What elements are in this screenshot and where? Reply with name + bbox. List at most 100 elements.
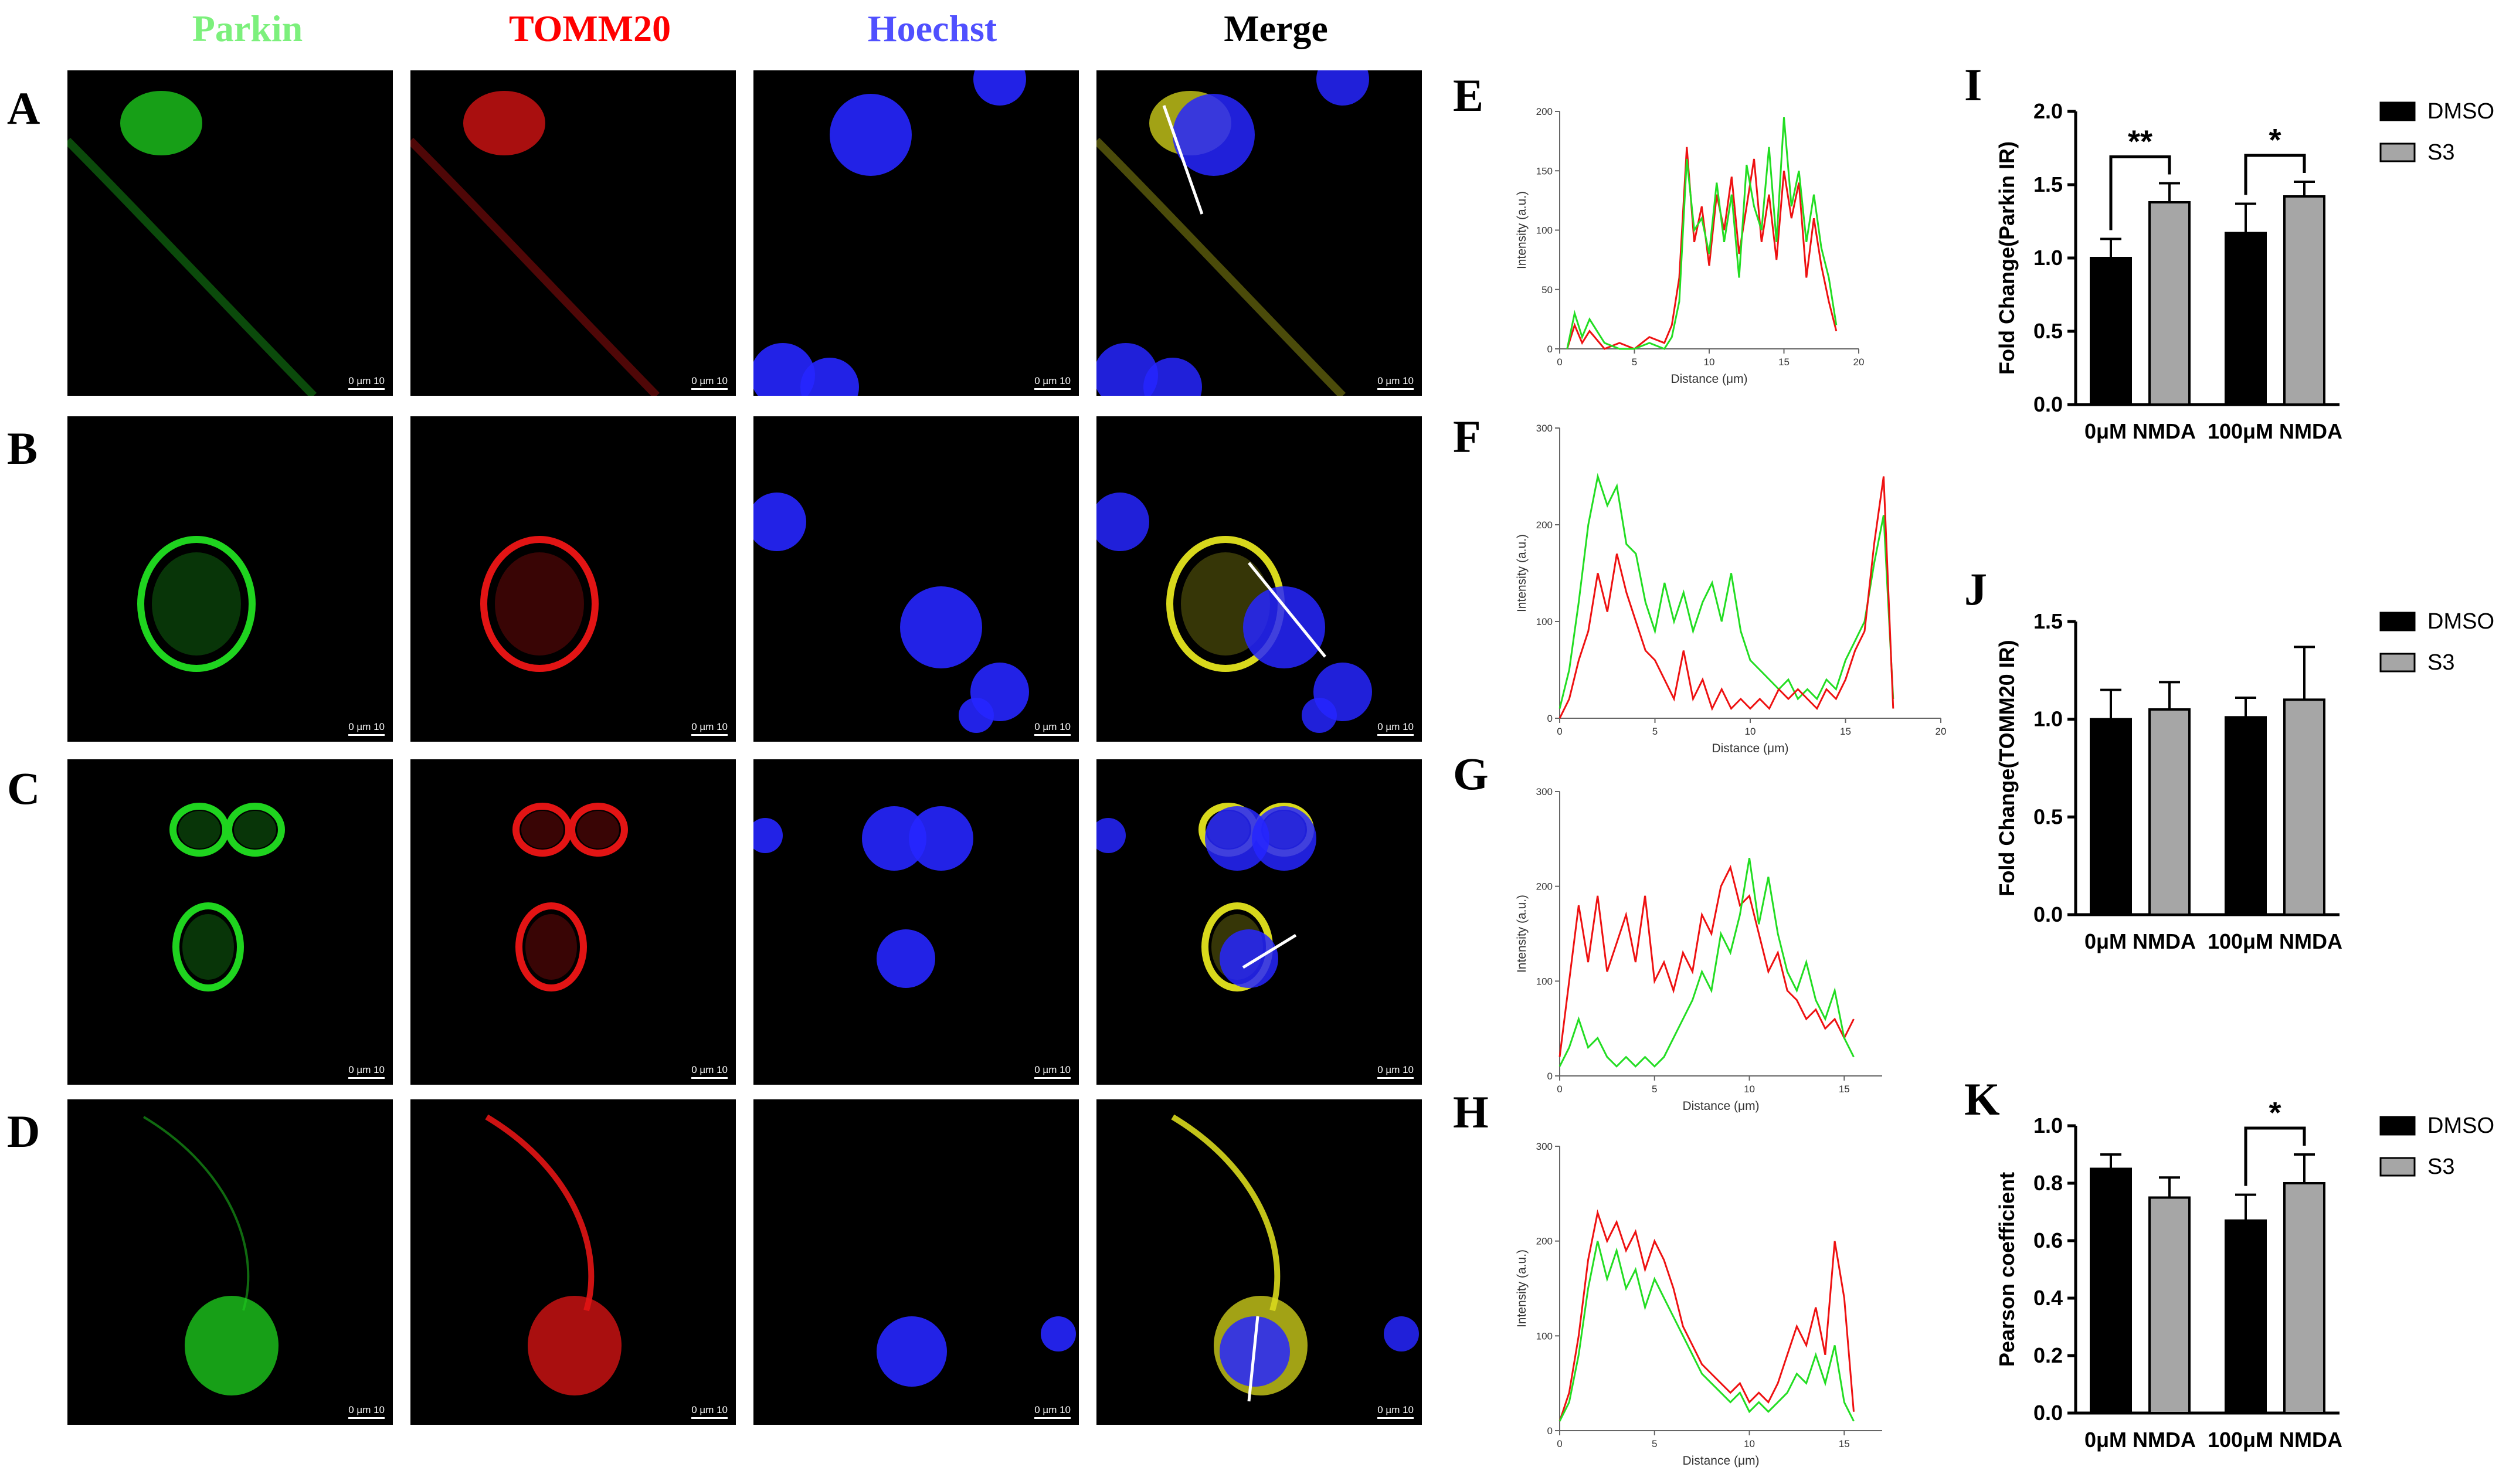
scale-bar-line <box>691 388 728 390</box>
y-tick-label: 100 <box>1536 1330 1553 1342</box>
x-category-label: 0μM NMDA <box>2084 929 2196 953</box>
bar-s3 <box>2283 698 2325 916</box>
legend-label: S3 <box>2427 650 2454 675</box>
x-axis-label: Distance (μm) <box>1682 1454 1759 1468</box>
intensity-profile-g: 0 100 200 300 0 5 10 15 Distance (μm) Intensity (… <box>1501 774 1900 1126</box>
series-line-1 <box>1559 476 1894 719</box>
y-tick-label: 0.2 <box>2033 1343 2063 1367</box>
micrograph-c-hoechst: 0 µm 10 <box>753 759 1079 1085</box>
bar-s3 <box>2283 1182 2325 1414</box>
scale-bar-label: 0 µm 10 <box>1377 721 1414 732</box>
bar-dmso <box>2225 716 2267 916</box>
scale-bar: 0 µm 10 <box>691 1404 728 1419</box>
y-axis-label: Pearson coefficient <box>1995 1172 2019 1367</box>
legend-label: DMSO <box>2427 609 2494 634</box>
x-tick-label: 15 <box>1839 1084 1850 1095</box>
bar-dmso <box>2090 718 2132 916</box>
scale-bar-line <box>691 734 728 736</box>
x-tick-label: 20 <box>1936 726 1947 737</box>
micrograph-image <box>67 91 317 396</box>
x-tick-label: 10 <box>1744 1438 1755 1449</box>
micrograph-image <box>410 91 660 396</box>
scale-bar-line <box>1377 1417 1414 1419</box>
y-tick-label: 0 <box>1547 713 1553 724</box>
scale-bar: 0 µm 10 <box>348 375 385 390</box>
y-tick-label: 200 <box>1536 106 1553 117</box>
y-tick-label: 0 <box>1547 1071 1553 1082</box>
error-bar <box>2159 182 2180 202</box>
x-tick-label: 15 <box>1839 1438 1850 1449</box>
row-label-c: C <box>7 763 40 814</box>
micrograph-a-merge: 0 µm 10 <box>1096 70 1422 396</box>
y-axis-label: Intensity (a.u.) <box>1515 895 1529 973</box>
significance-marker: * <box>2269 1102 2281 1130</box>
x-axis-label: Distance (μm) <box>1682 1099 1759 1113</box>
bar-chart-i: 0.0 0.5 1.0 1.5 2.0 Fold Change(Parkin IR) 0μM… <box>1976 88 2516 475</box>
y-tick-label: 0.0 <box>2033 1401 2063 1425</box>
scale-bar: 0 µm 10 <box>1377 375 1414 390</box>
x-axis-label: Distance (μm) <box>1670 372 1747 386</box>
series-line-1 <box>1559 857 1855 1068</box>
y-axis-label: Intensity (a.u.) <box>1515 191 1529 269</box>
bar-dmso <box>2090 257 2132 406</box>
legend-swatch <box>2379 142 2416 162</box>
scale-bar-line <box>348 1417 385 1419</box>
micrograph-a-hoechst: 0 µm 10 <box>753 70 1079 396</box>
y-tick-label: 0.5 <box>2033 804 2063 828</box>
micrograph-image <box>512 803 628 991</box>
error-bar <box>2159 681 2180 709</box>
significance-marker: ** <box>2128 124 2152 159</box>
series-line-0 <box>1559 473 1894 709</box>
micrograph-image <box>1096 70 1369 396</box>
scale-bar-line <box>1377 1077 1414 1079</box>
row-label-d: D <box>7 1106 40 1157</box>
y-tick-label: 0.5 <box>2033 319 2063 343</box>
micrograph-image <box>169 803 285 991</box>
x-category-label: 100μM NMDA <box>2208 929 2342 953</box>
micrograph-b-merge: 0 µm 10 <box>1096 416 1422 742</box>
series-line-1 <box>1566 117 1838 350</box>
micrograph-a-parkin: 0 µm 10 <box>67 70 393 396</box>
micrograph-image <box>480 536 599 672</box>
scale-bar-label: 0 µm 10 <box>691 1064 728 1075</box>
scale-bar-line <box>691 1077 728 1079</box>
scale-bar: 0 µm 10 <box>1034 721 1071 736</box>
x-axis-label: Distance (μm) <box>1712 742 1788 755</box>
scale-bar-line <box>1034 734 1071 736</box>
scale-bar-line <box>1034 1077 1071 1079</box>
scale-bar-label: 0 µm 10 <box>1034 721 1071 732</box>
scale-bar: 0 µm 10 <box>1377 721 1414 736</box>
micrograph-image <box>137 536 256 672</box>
significance-bracket <box>2109 155 2171 230</box>
bar-s3 <box>2148 1196 2191 1414</box>
error-bar <box>2100 688 2121 719</box>
y-tick-label: 200 <box>1536 519 1553 531</box>
error-bar <box>2159 1176 2180 1198</box>
scale-bar-label: 0 µm 10 <box>691 1404 728 1415</box>
profile-line <box>1162 105 1204 215</box>
micrograph-d-tomm20: 0 µm 10 <box>410 1099 736 1425</box>
y-tick-label: 1.0 <box>2033 1113 2063 1137</box>
y-axis-label: Intensity (a.u.) <box>1515 534 1529 612</box>
x-category-label: 100μM NMDA <box>2208 419 2342 443</box>
significance-marker: * <box>2269 123 2281 158</box>
error-bar <box>2100 237 2121 258</box>
scale-bar: 0 µm 10 <box>1377 1064 1414 1079</box>
scale-bar-line <box>1377 388 1414 390</box>
column-title-hoechst: Hoechst <box>867 8 997 49</box>
y-tick-label: 0 <box>1547 1425 1553 1437</box>
bar-dmso <box>2090 1167 2132 1414</box>
bar-chart-k: 0.0 0.2 0.4 0.6 0.8 1.0 Pearson coefficient 0μM… <box>1976 1102 2516 1483</box>
legend-swatch <box>2379 1157 2416 1177</box>
y-tick-label: 200 <box>1536 1236 1553 1247</box>
scale-bar: 0 µm 10 <box>1377 1404 1414 1419</box>
y-tick-label: 1.0 <box>2033 246 2063 270</box>
error-bar <box>2235 1193 2256 1221</box>
scale-bar-label: 0 µm 10 <box>348 721 385 732</box>
y-tick-label: 0.4 <box>2033 1286 2063 1310</box>
x-tick-label: 5 <box>1652 1084 1657 1095</box>
x-tick-label: 0 <box>1557 356 1562 368</box>
scale-bar-label: 0 µm 10 <box>1377 375 1414 386</box>
intensity-profile-e: 0 50 100 150 200 0 5 10 15 20 Distance (μm) Intensi… <box>1501 94 1876 399</box>
scale-bar: 0 µm 10 <box>1034 1404 1071 1419</box>
